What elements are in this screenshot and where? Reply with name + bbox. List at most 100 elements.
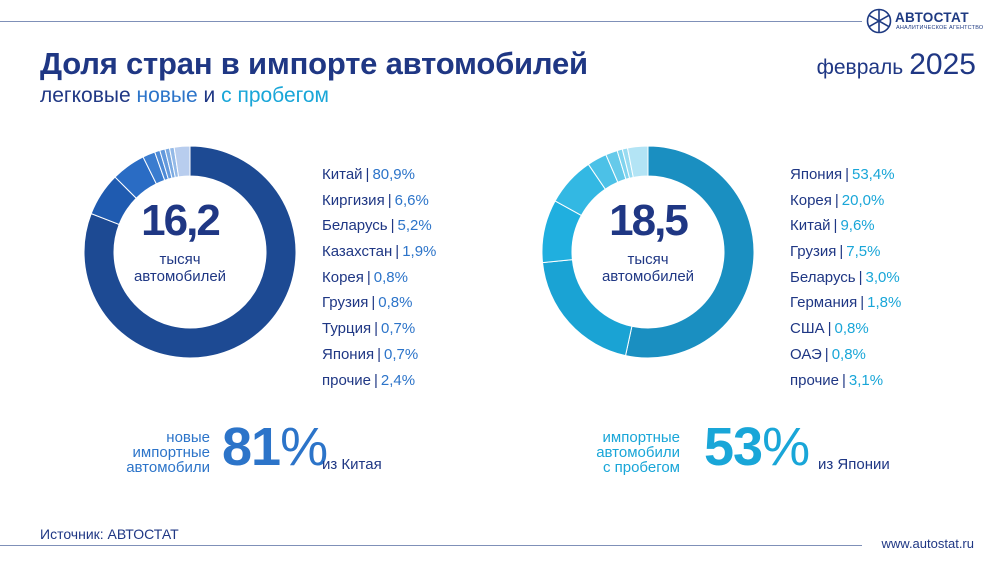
used-cars-total-label-2: автомобилей <box>601 268 695 285</box>
legend-entry: прочие | 3,1% <box>790 372 901 398</box>
legend-share: 1,9% <box>402 243 437 261</box>
source-note: Источник: АВТОСТАТ <box>40 526 179 542</box>
new-cars-share-value: 81 <box>222 417 281 477</box>
legend-share: 9,6% <box>840 217 875 235</box>
legend-entry: Китай | 9,6% <box>790 217 901 243</box>
legend-share: 0,8% <box>831 345 866 363</box>
legend-country: Турция <box>322 320 372 338</box>
legend-entry: Китай | 80,9% <box>322 166 436 192</box>
logo-name: АВТОСТАТ <box>895 10 969 25</box>
legend-entry: Турция | 0,7% <box>322 320 436 346</box>
legend-country: Корея <box>790 191 832 209</box>
legend-entry: Беларусь | 5,2% <box>322 217 436 243</box>
new-cars-desc-line-2: импортные <box>132 444 210 461</box>
used-cars-donut-chart <box>541 145 755 359</box>
legend-separator: | <box>827 320 832 338</box>
legend-entry: Япония | 0,7% <box>322 346 436 372</box>
used-cars-share-value: 53 <box>704 417 763 477</box>
legend-separator: | <box>834 191 839 209</box>
bottom-divider <box>0 545 862 546</box>
donut-slice-used-0 <box>624 145 755 359</box>
legend-separator: | <box>371 294 376 312</box>
legend-country: Киргизия <box>322 191 385 209</box>
legend-separator: | <box>377 345 381 363</box>
used-cars-share-percent: 53% <box>704 416 810 478</box>
top-divider <box>0 21 862 22</box>
page-title: Доля стран в импорте автомобилей <box>40 46 588 81</box>
legend-country: Китай <box>322 166 363 183</box>
logo-subtitle: АНАЛИТИЧЕСКОЕ АГЕНТСТВО <box>896 25 984 31</box>
used-cars-desc-line-3: с пробегом <box>602 459 680 476</box>
used-cars-stat-description: импортные автомобили с пробегом <box>596 430 680 475</box>
new-cars-desc-line-3: автомобили <box>126 459 210 476</box>
new-cars-donut-chart <box>83 145 297 359</box>
report-date: февраль 2025 <box>817 48 976 82</box>
legend-entry: Киргизия | 6,6% <box>322 192 436 218</box>
legend-share: 2,4% <box>380 371 416 389</box>
legend-share: 0,8% <box>378 294 413 312</box>
new-cars-total-value: 16,2 <box>141 196 221 245</box>
legend-country: Беларусь <box>322 217 388 235</box>
new-cars-desc-line-1: новые <box>166 429 210 446</box>
legend-country: США <box>790 320 825 338</box>
legend-separator: | <box>366 268 371 286</box>
report-month: февраль <box>816 56 904 79</box>
new-cars-stat-description: новые импортные автомобили <box>126 430 210 475</box>
new-cars-share-percent: 81% <box>222 416 328 478</box>
used-cars-legend: Япония | 53,4% Корея | 20,0% Китай | 9,6% Грузия |… <box>790 166 901 397</box>
legend-share: 0,8% <box>373 268 408 286</box>
donut-slice-new-8 <box>173 145 191 178</box>
new-cars-stat-source-country: из Китая <box>322 456 382 473</box>
legend-separator: | <box>824 345 829 363</box>
legend-separator: | <box>845 166 849 183</box>
legend-country: Грузия <box>790 243 837 261</box>
new-cars-total-label-1: тысяч <box>159 251 201 268</box>
legend-entry: США | 0,8% <box>790 320 901 346</box>
legend-entry: прочие | 2,4% <box>322 372 436 398</box>
report-year: 2025 <box>909 48 976 81</box>
subtitle-part-1: легковые <box>40 84 131 107</box>
used-cars-stat-source-country: из Японии <box>818 456 890 473</box>
used-cars-total-label-1: тысяч <box>627 251 669 268</box>
donut-slice-new-0 <box>83 145 297 359</box>
legend-entry: ОАЭ | 0,8% <box>790 346 901 372</box>
legend-entry: Грузия | 0,8% <box>322 294 436 320</box>
subtitle-part-used: с пробегом <box>221 84 329 107</box>
website-link[interactable]: www.autostat.ru <box>881 536 975 551</box>
legend-entry: Казахстан | 1,9% <box>322 243 436 269</box>
legend-separator: | <box>387 191 392 209</box>
donut-slice-used-8 <box>626 145 649 179</box>
legend-country: Германия <box>790 294 858 312</box>
legend-entry: Беларусь | 3,0% <box>790 269 901 295</box>
page-subtitle: легковые новые и с пробегом <box>40 84 329 108</box>
legend-share: 6,6% <box>394 191 429 209</box>
legend-entry: Корея | 20,0% <box>790 192 901 218</box>
legend-share: 3,0% <box>865 268 900 286</box>
legend-country: ОАЭ <box>790 345 822 363</box>
legend-entry: Япония | 53,4% <box>790 166 901 192</box>
legend-share: 0,7% <box>384 345 419 363</box>
legend-separator: | <box>842 371 846 389</box>
legend-entry: Германия | 1,8% <box>790 294 901 320</box>
legend-share: 53,4% <box>852 166 895 183</box>
used-cars-desc-line-1: импортные <box>602 429 680 446</box>
used-cars-total-value: 18,5 <box>609 196 689 245</box>
autostat-logo: АВТОСТАТ АНАЛИТИЧЕСКОЕ АГЕНТСТВО <box>866 6 986 38</box>
new-cars-percent-sign: % <box>280 417 328 477</box>
subtitle-part-new: новые <box>136 84 198 107</box>
legend-separator: | <box>390 217 395 235</box>
logo-snowflake-icon <box>866 8 892 34</box>
legend-country: Грузия <box>322 294 369 312</box>
legend-share: 80,9% <box>372 166 415 183</box>
subtitle-part-and: и <box>203 84 216 107</box>
legend-separator: | <box>858 268 863 286</box>
legend-share: 5,2% <box>397 217 432 235</box>
legend-separator: | <box>365 166 370 183</box>
legend-separator: | <box>833 217 838 235</box>
legend-country: Япония <box>322 345 375 363</box>
legend-separator: | <box>374 320 378 338</box>
legend-share: 7,5% <box>846 243 881 261</box>
new-cars-legend: Китай | 80,9% Киргизия | 6,6% Беларусь | 5,2% Каз… <box>322 166 436 397</box>
legend-country: Япония <box>790 166 843 183</box>
legend-share: 3,1% <box>848 371 884 389</box>
